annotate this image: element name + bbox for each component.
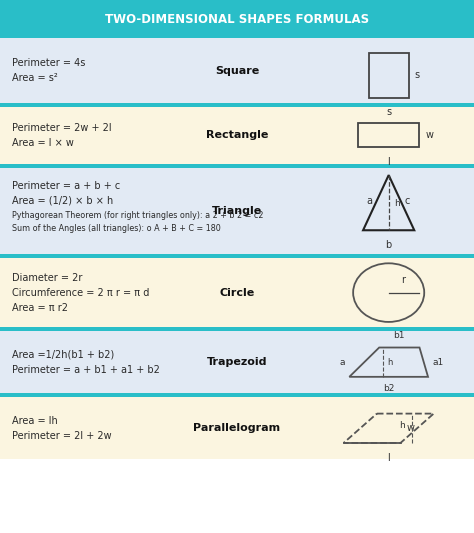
Text: Parallelogram: Parallelogram	[193, 423, 281, 433]
Text: Circumference = 2 π r = π d: Circumference = 2 π r = π d	[12, 288, 149, 297]
Text: Square: Square	[215, 66, 259, 76]
Text: a1: a1	[433, 358, 444, 367]
Text: c: c	[405, 196, 410, 206]
Bar	[0, 0, 474, 38]
Text: h: h	[400, 421, 405, 430]
Text: Perimeter = 4s: Perimeter = 4s	[12, 58, 85, 68]
Text: w: w	[425, 131, 433, 140]
Bar	[0, 397, 474, 459]
Text: Trapezoid: Trapezoid	[207, 357, 267, 367]
Text: l: l	[387, 157, 390, 167]
Text: Area = l × w: Area = l × w	[12, 138, 74, 148]
Text: h: h	[394, 199, 400, 208]
Bar	[0, 254, 474, 258]
Text: Perimeter = a + b1 + a1 + b2: Perimeter = a + b1 + a1 + b2	[12, 365, 160, 375]
Text: Area = π r2: Area = π r2	[12, 303, 68, 312]
Text: a: a	[339, 358, 345, 367]
Bar	[0, 258, 474, 327]
Bar	[358, 123, 419, 147]
Bar	[0, 38, 474, 103]
Text: w: w	[406, 423, 414, 433]
Text: b2: b2	[383, 384, 394, 393]
Text: Triangle: Triangle	[212, 206, 262, 216]
Text: TWO-DIMENSIONAL SHAPES FORMULAS: TWO-DIMENSIONAL SHAPES FORMULAS	[105, 13, 369, 26]
Bar	[0, 393, 474, 397]
Text: Rectangle: Rectangle	[206, 131, 268, 140]
Bar	[0, 331, 474, 393]
Text: l: l	[387, 453, 390, 463]
Text: Circle: Circle	[219, 288, 255, 297]
Text: b: b	[385, 240, 392, 250]
Text: Area =1/2h(b1 + b2): Area =1/2h(b1 + b2)	[12, 350, 114, 360]
Text: Area = s²: Area = s²	[12, 73, 58, 83]
Text: s: s	[386, 108, 391, 117]
Bar	[0, 168, 474, 254]
Text: Area = (1/2) × b × h: Area = (1/2) × b × h	[12, 196, 113, 206]
Text: Perimeter = 2w + 2l: Perimeter = 2w + 2l	[12, 123, 111, 133]
Text: Diameter = 2r: Diameter = 2r	[12, 273, 82, 282]
Bar	[0, 107, 474, 164]
Text: Pythagorean Theorem (for right triangles only): a 2 + b 2 = c2: Pythagorean Theorem (for right triangles…	[12, 211, 264, 220]
Text: r: r	[401, 274, 405, 285]
Bar	[368, 53, 409, 98]
Bar	[0, 164, 474, 168]
Bar	[0, 327, 474, 331]
Text: Perimeter = 2l + 2w: Perimeter = 2l + 2w	[12, 431, 111, 441]
Text: Sum of the Angles (all triangles): o A + B + C = 180: Sum of the Angles (all triangles): o A +…	[12, 224, 220, 233]
Text: Perimeter = a + b + c: Perimeter = a + b + c	[12, 181, 120, 191]
Text: a: a	[366, 196, 373, 206]
Text: s: s	[414, 70, 419, 80]
Text: h: h	[387, 358, 392, 367]
Bar	[0, 103, 474, 107]
Text: Area = lh: Area = lh	[12, 416, 58, 426]
Text: b1: b1	[393, 331, 405, 340]
